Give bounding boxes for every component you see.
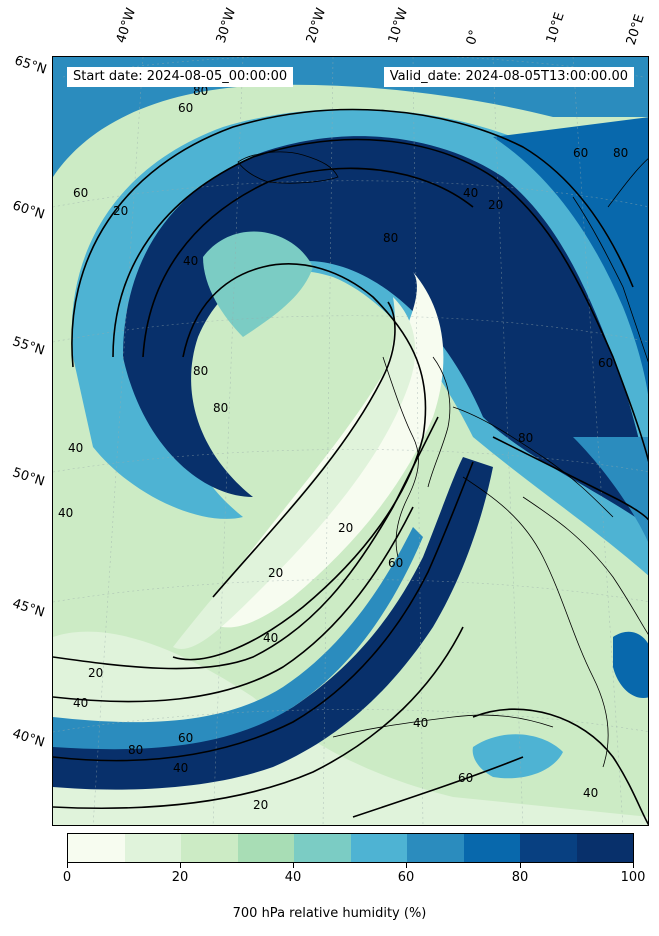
contour-label: 60 [598, 356, 613, 370]
colorbar-tick-mark [180, 863, 181, 868]
colorbar-segment [350, 834, 407, 862]
lon-label-30w: 30°W [213, 6, 240, 45]
lat-label-60n: 60°N [10, 198, 47, 223]
contour-label: 40 [68, 441, 83, 455]
colorbar-segment [407, 834, 464, 862]
valid-date-label: Valid_date: 2024-08-05T13:00:00.00 [383, 67, 634, 87]
colorbar-segment [68, 834, 125, 862]
lon-label-40w: 40°W [113, 6, 140, 45]
lon-label-10e: 10°E [543, 10, 568, 46]
contour-label: 20 [253, 798, 268, 812]
contour-label: 20 [338, 521, 353, 535]
colorbar-tick-mark [633, 863, 634, 868]
colorbar-segment [294, 834, 351, 862]
contour-label: 60 [73, 186, 88, 200]
lon-label-10w: 10°W [385, 6, 412, 45]
start-date-label: Start date: 2024-08-05_00:00:00 [67, 67, 294, 87]
contour-label: 40 [173, 761, 188, 775]
contour-label: 40 [463, 186, 478, 200]
contour-label: 20 [268, 566, 283, 580]
contour-label: 20 [113, 204, 128, 218]
colorbar-segment [181, 834, 238, 862]
colorbar-label: 700 hPa relative humidity (%) [232, 906, 427, 921]
map-canvas: 80 60 20 40 80 60 80 80 40 60 20 40 20 4… [53, 57, 648, 825]
contour-label: 80 [193, 84, 208, 98]
contour-label: 80 [518, 431, 533, 445]
contour-label: 60 [573, 146, 588, 160]
colorbar-tick-label: 100 [620, 870, 646, 885]
colorbar-tick-label: 20 [171, 870, 189, 885]
colorbar-tick-mark [67, 863, 68, 868]
contour-label: 60 [458, 771, 473, 785]
contour-label: 80 [383, 231, 398, 245]
lon-label-20e: 20°E [623, 12, 648, 48]
contour-label: 80 [128, 743, 143, 757]
colorbar-segment [520, 834, 577, 862]
lat-label-40n: 40°N [10, 726, 47, 751]
contour-label: 20 [488, 198, 503, 212]
contour-label: 40 [413, 716, 428, 730]
lon-label-20w: 20°W [303, 6, 330, 45]
colorbar-segment [576, 834, 633, 862]
contour-label: 40 [183, 254, 198, 268]
colorbar-tick-mark [520, 863, 521, 868]
lon-label-0: 0° [463, 28, 483, 47]
lat-label-50n: 50°N [10, 465, 47, 490]
colorbar-tick-mark [293, 863, 294, 868]
contour-label: 60 [178, 731, 193, 745]
contour-label: 40 [583, 786, 598, 800]
contour-label: 80 [213, 401, 228, 415]
contour-label: 80 [613, 146, 628, 160]
lat-label-55n: 55°N [10, 334, 47, 359]
contour-label: 80 [193, 364, 208, 378]
contour-label: 60 [388, 556, 403, 570]
colorbar-segment [124, 834, 181, 862]
lat-label-45n: 45°N [10, 596, 47, 621]
contour-label: 40 [58, 506, 73, 520]
colorbar-segment [237, 834, 294, 862]
colorbar-tick-label: 80 [511, 870, 529, 885]
colorbar-tick-label: 0 [62, 870, 72, 885]
colorbar [67, 833, 634, 863]
contour-label: 40 [73, 696, 88, 710]
contour-label: 20 [88, 666, 103, 680]
contour-label: 40 [263, 631, 278, 645]
lat-label-65n: 65°N [12, 53, 49, 78]
contour-label: 60 [178, 101, 193, 115]
humidity-map: 80 60 20 40 80 60 80 80 40 60 20 40 20 4… [52, 56, 649, 826]
colorbar-tick-label: 60 [397, 870, 415, 885]
colorbar-tick-mark [406, 863, 407, 868]
colorbar-segment [463, 834, 520, 862]
colorbar-tick-label: 40 [284, 870, 302, 885]
